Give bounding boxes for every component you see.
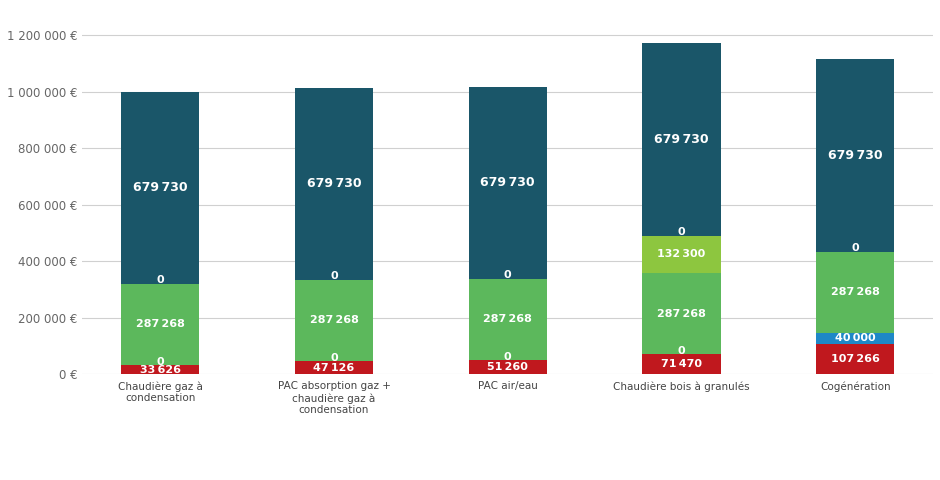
Bar [642,273,721,354]
Text: 0: 0 [156,357,164,367]
Text: 679 730: 679 730 [306,177,361,190]
Text: 679 730: 679 730 [480,176,535,189]
Text: 287 268: 287 268 [831,287,880,297]
Text: 47 126: 47 126 [313,363,354,373]
Text: 33 626: 33 626 [140,365,180,375]
Text: 0: 0 [156,276,164,285]
Bar [642,44,721,236]
Bar [295,361,373,374]
Text: 0: 0 [504,351,511,361]
Text: 287 268: 287 268 [657,309,706,319]
Text: 71 470: 71 470 [661,360,702,369]
Text: 0: 0 [678,227,685,237]
Text: 287 268: 287 268 [309,315,358,325]
Bar [816,344,894,374]
Bar [295,88,373,280]
Text: 287 268: 287 268 [483,314,532,324]
Bar [816,333,894,344]
Bar [816,60,894,252]
Bar [469,86,547,279]
Text: 679 730: 679 730 [654,133,709,146]
Text: 51 260: 51 260 [487,362,528,372]
Bar [642,236,721,273]
Bar [121,92,199,284]
Text: 0: 0 [678,346,685,356]
Text: 0: 0 [330,353,337,363]
Bar [642,354,721,374]
Text: 107 266: 107 266 [831,354,880,364]
Text: 0: 0 [504,270,511,280]
Bar [295,280,373,361]
Text: 679 730: 679 730 [828,149,883,162]
Text: 40 000: 40 000 [835,334,875,343]
Bar [816,252,894,333]
Text: 679 730: 679 730 [133,181,187,194]
Bar [469,279,547,360]
Bar [121,284,199,365]
Bar [121,365,199,374]
Text: 0: 0 [330,272,337,281]
Text: 0: 0 [852,243,859,253]
Text: 287 268: 287 268 [135,319,184,329]
Bar [469,360,547,374]
Text: 132 300: 132 300 [657,249,706,259]
